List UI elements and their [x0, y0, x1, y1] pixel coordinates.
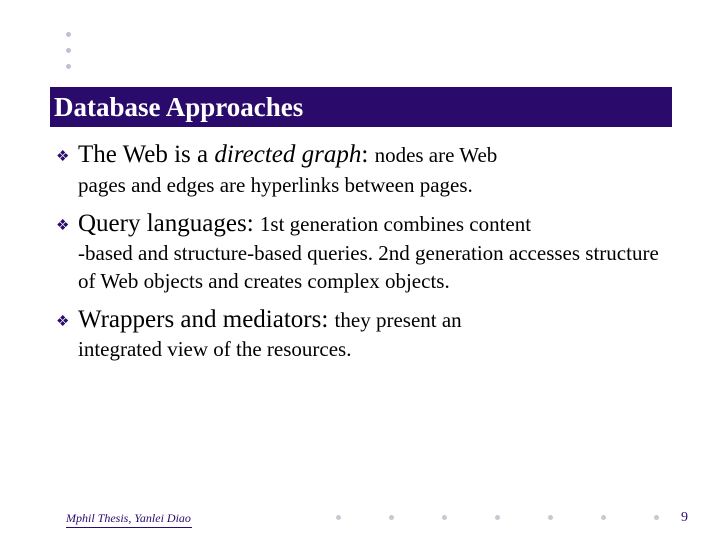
diamond-bullet-icon: ❖ [56, 312, 78, 331]
diamond-bullet-icon: ❖ [56, 147, 78, 166]
tail-inline: nodes are Web [375, 143, 498, 167]
bullet-item: ❖ Wrappers and mediators: they present a… [56, 305, 672, 364]
dot-icon [442, 515, 447, 520]
lead-text: Wrappers and mediators: [78, 306, 335, 333]
bullet-lead: The Web is a directed graph: nodes are W… [78, 140, 497, 171]
dot-icon [66, 48, 71, 53]
bullet-lead: Query languages: 1st generation combines… [78, 209, 531, 240]
dot-icon [495, 515, 500, 520]
slide-title: Database Approaches [54, 92, 303, 123]
lead-italic: directed graph [214, 141, 361, 168]
slide-footer: Mphil Thesis, Yanlei Diao 9 [0, 504, 720, 528]
dot-icon [66, 64, 71, 69]
lead-text: The Web is a [78, 141, 214, 168]
lead-text: Query languages: [78, 210, 260, 237]
bullet-continuation: integrated view of the resources. [56, 336, 672, 363]
footer-text: Mphil Thesis, Yanlei Diao [66, 511, 191, 526]
slide: Database Approaches ❖ The Web is a direc… [0, 0, 720, 540]
diamond-bullet-icon: ❖ [56, 216, 78, 235]
slide-body: ❖ The Web is a directed graph: nodes are… [56, 140, 672, 374]
dot-icon [548, 515, 553, 520]
dot-icon [654, 515, 659, 520]
dot-icon [66, 32, 71, 37]
footer-dot-row [336, 515, 659, 520]
footer-underline [66, 527, 192, 528]
tail-inline: 1st generation combines content [260, 212, 531, 236]
dot-icon [601, 515, 606, 520]
bullet-item: ❖ Query languages: 1st generation combin… [56, 209, 672, 295]
bullet-continuation: pages and edges are hyperlinks between p… [56, 172, 672, 199]
tail-inline: they present an [335, 308, 462, 332]
bullet-item: ❖ The Web is a directed graph: nodes are… [56, 140, 672, 199]
page-number: 9 [681, 510, 688, 526]
bullet-continuation: -based and structure-based queries. 2nd … [56, 240, 672, 295]
dot-icon [389, 515, 394, 520]
dot-icon [336, 515, 341, 520]
title-bar: Database Approaches [50, 87, 672, 127]
bullet-lead: Wrappers and mediators: they present an [78, 305, 462, 336]
lead-post: : [361, 141, 374, 168]
top-dot-column [66, 32, 71, 69]
